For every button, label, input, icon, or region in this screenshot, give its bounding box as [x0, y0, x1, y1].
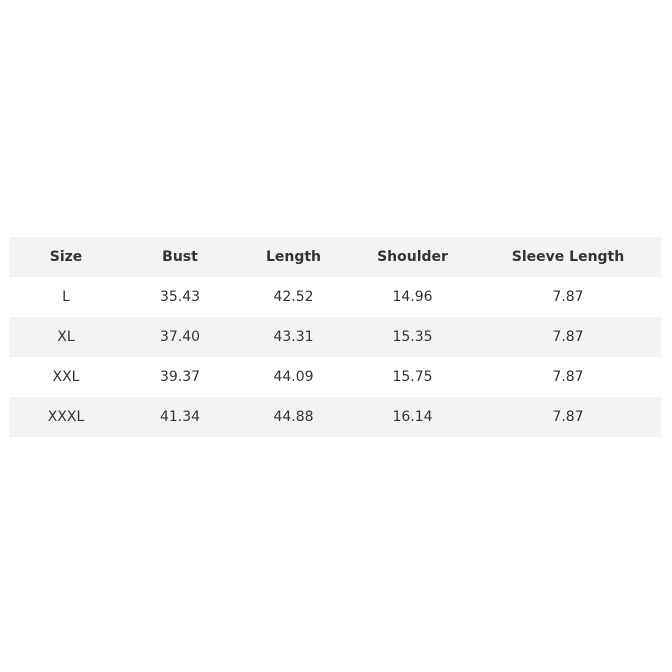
- table-cell: 39.37: [159, 369, 201, 385]
- table-cell: 7.87: [552, 329, 584, 345]
- table-cell: 44.88: [273, 409, 314, 425]
- table-cell: 14.96: [392, 289, 433, 305]
- header-cell: Sleeve Length: [511, 249, 625, 265]
- header-cell: Shoulder: [377, 249, 448, 265]
- header-cell: Length: [265, 249, 322, 265]
- table-cell: 44.09: [273, 369, 314, 385]
- table-cell: 7.87: [552, 409, 584, 425]
- table-cell: 7.87: [552, 369, 584, 385]
- header-cell: Size: [49, 249, 83, 265]
- size-table: Size Bust Length Shoulder Sleeve Length L 35.…: [9, 237, 661, 437]
- table-row: XL 37.40 43.31 15.35 7.87: [9, 317, 661, 357]
- table-cell: 41.34: [159, 409, 201, 425]
- header-row: Size Bust Length Shoulder Sleeve Length: [9, 237, 661, 277]
- table-cell: 16.14: [392, 409, 433, 425]
- table-cell: 15.35: [392, 329, 433, 345]
- table-cell: L: [62, 289, 70, 305]
- header-cell: Bust: [162, 249, 198, 265]
- table-cell: 15.75: [392, 369, 433, 385]
- table-row: XXXL 41.34 44.88 16.14 7.87: [9, 397, 661, 437]
- table-body: L 35.43 42.52 14.96 7.87 XL 37.40 43.31 15.35 7.8…: [9, 277, 661, 437]
- table-cell: 42.52: [273, 289, 314, 305]
- table-cell: 7.87: [552, 289, 584, 305]
- table-row: XXL 39.37 44.09 15.75 7.87: [9, 357, 661, 397]
- table-cell: 37.40: [159, 329, 201, 345]
- table-cell: 43.31: [273, 329, 314, 345]
- table-cell: XL: [57, 329, 75, 345]
- table-cell: XXL: [52, 369, 80, 385]
- table-cell: 35.43: [159, 289, 201, 305]
- table-cell: XXXL: [47, 409, 85, 425]
- table-row: L 35.43 42.52 14.96 7.87: [9, 277, 661, 317]
